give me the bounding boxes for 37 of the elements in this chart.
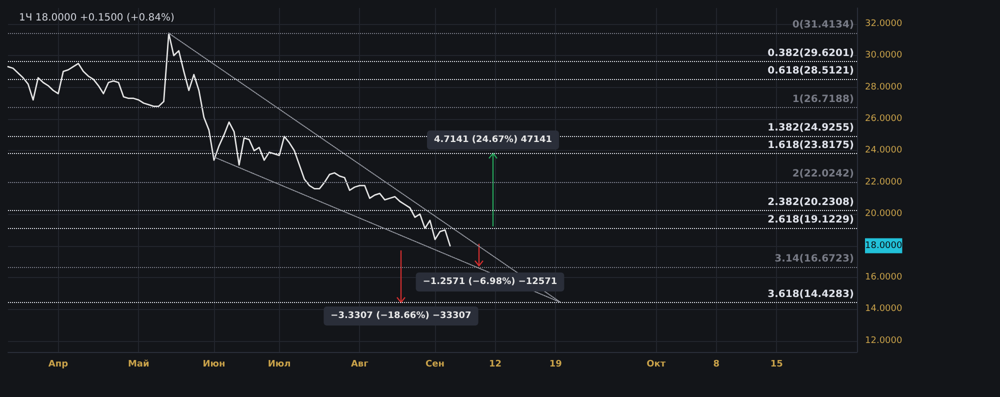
ref-line-label: 2(22.0242) xyxy=(792,168,854,180)
x-tick-label: Окт xyxy=(646,360,666,370)
y-tick-label: 14.0000 xyxy=(865,304,902,314)
x-tick-label: Апр xyxy=(48,360,69,370)
x-tick-label: 12 xyxy=(489,360,502,370)
x-tick-label: 8 xyxy=(713,360,720,370)
y-tick-label: 26.0000 xyxy=(865,114,902,124)
annotation: −1.2571 (−6.98%) −12571 xyxy=(422,277,558,287)
y-tick-label: 20.0000 xyxy=(865,209,902,220)
ref-line-label: 3.14(16.6723) xyxy=(774,253,854,264)
x-tick-label: Июл xyxy=(268,360,291,370)
x-tick-label: Сен xyxy=(426,360,444,370)
x-tick-label: 15 xyxy=(770,360,783,370)
ref-line-label: 1.618(23.8175) xyxy=(768,140,854,152)
y-tick-label: 30.0000 xyxy=(865,50,902,61)
ref-line-label: 0.618(28.5121) xyxy=(768,66,854,77)
ref-line-label: 2.618(19.1229) xyxy=(768,214,854,226)
ref-line-label: 3.618(14.4283) xyxy=(768,288,854,300)
annotation: 4.7141 (24.67%) 47141 xyxy=(434,135,552,145)
y-tick-label: 28.0000 xyxy=(865,82,902,92)
ref-line-label: 2.382(20.2308) xyxy=(768,196,854,208)
y-tick-label: 16.0000 xyxy=(865,272,902,282)
y-tick-label: 24.0000 xyxy=(865,146,902,156)
ref-line-label: 1.382(24.9255) xyxy=(768,122,854,134)
x-tick-label: Июн xyxy=(202,360,226,370)
ref-line-label: 0(31.4134) xyxy=(792,20,854,31)
chart-title: 1Ч 18.0000 +0.1500 (+0.84%) xyxy=(19,12,175,24)
x-tick-label: Май xyxy=(128,360,150,370)
ref-line-label: 1(26.7188) xyxy=(792,94,854,106)
annotation: −3.3307 (−18.66%) −33307 xyxy=(330,311,472,321)
y-tick-label: 32.0000 xyxy=(865,18,902,29)
y-tick-label: 12.0000 xyxy=(865,336,902,346)
y-tick-label: 18.0000 xyxy=(865,240,902,251)
ref-line-label: 0.382(29.6201) xyxy=(768,48,854,60)
y-tick-label: 22.0000 xyxy=(865,177,902,188)
x-tick-label: Авг xyxy=(350,360,369,370)
x-tick-label: 19 xyxy=(549,360,562,370)
